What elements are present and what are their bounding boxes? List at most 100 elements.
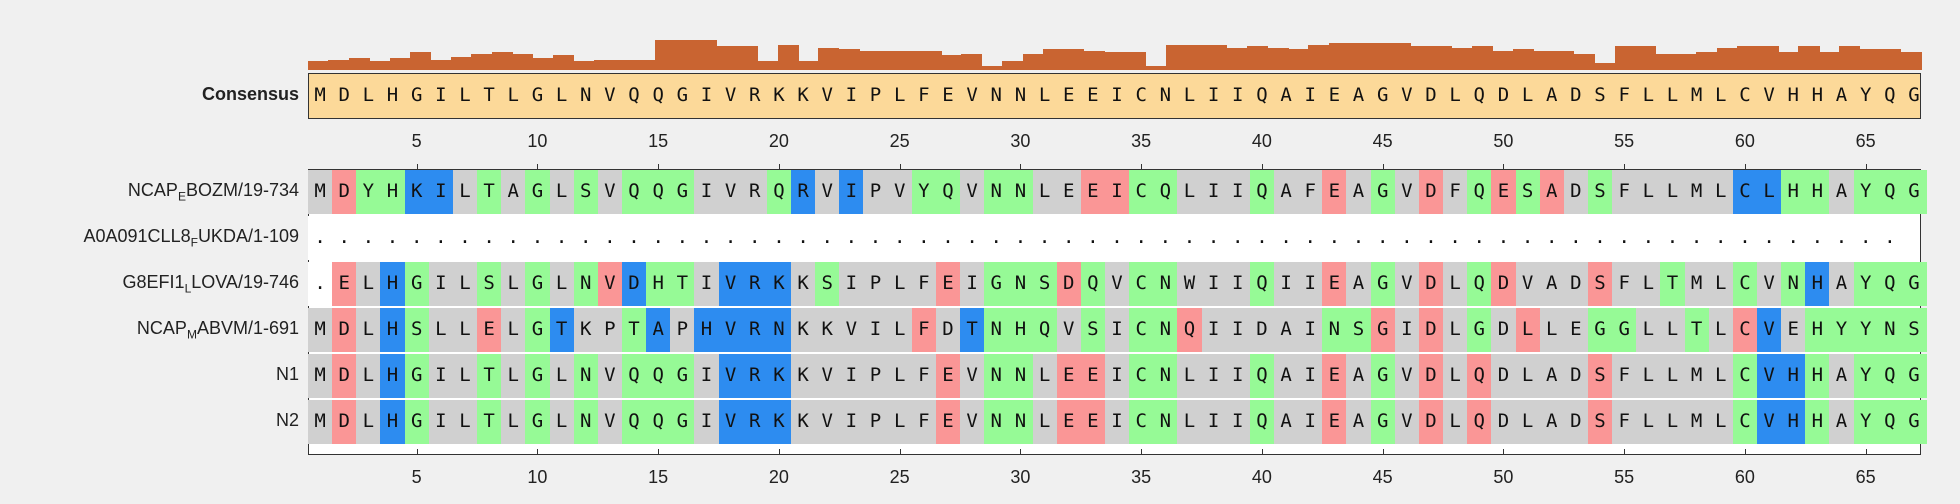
residue-letter: . — [700, 226, 713, 248]
sequence-label[interactable]: NCAPEBOZM/19-734 — [127, 180, 299, 204]
residue-cell — [1515, 354, 1541, 398]
position-tick-mark — [537, 449, 539, 455]
conservation-bar — [1839, 46, 1861, 70]
residue-letter: A — [1352, 410, 1365, 432]
residue-letter: V — [724, 364, 737, 386]
conservation-bar — [1267, 47, 1289, 70]
residue-letter: T — [483, 180, 495, 202]
consensus-residue: K — [773, 84, 785, 106]
residue-cell — [1298, 400, 1323, 444]
residue-cell — [1636, 262, 1661, 306]
residue-letter: V — [821, 364, 833, 386]
residue-letter: E — [1328, 272, 1341, 294]
residue-letter: L — [1545, 318, 1558, 340]
residue-cell — [646, 354, 671, 398]
residue-letter: Y — [362, 180, 375, 202]
residue-letter: I — [1111, 410, 1123, 432]
residue-letter: K — [773, 410, 785, 432]
consensus-residue: D — [1570, 84, 1582, 106]
conservation-bar — [940, 55, 962, 70]
residue-cell — [1853, 262, 1879, 306]
residue-cell — [1587, 400, 1613, 444]
residue-letter: N — [579, 272, 592, 294]
residue-cell — [911, 216, 937, 260]
residue-letter: D — [1425, 318, 1437, 340]
residue-letter: . — [1594, 226, 1606, 248]
residue-letter: . — [1666, 226, 1679, 248]
residue-cell — [549, 354, 575, 398]
residue-letter: . — [1256, 226, 1268, 248]
residue-cell — [1032, 262, 1058, 306]
residue-cell — [1129, 308, 1154, 352]
residue-cell — [1394, 262, 1420, 306]
residue-letter: L — [1449, 318, 1461, 340]
residue-cell — [1443, 400, 1468, 444]
residue-cell — [1660, 354, 1686, 398]
sequence-label[interactable]: N1 — [275, 364, 299, 384]
residue-cell — [887, 216, 913, 260]
position-tick-mark — [778, 164, 780, 170]
position-tick-label: 60 — [1734, 131, 1755, 151]
residue-cell — [356, 216, 381, 260]
residue-cell — [1877, 262, 1903, 306]
residue-letter: A — [652, 318, 664, 340]
residue-letter: D — [338, 364, 350, 386]
residue-letter: Q — [652, 410, 664, 432]
residue-cell — [766, 170, 792, 214]
residue-cell — [1805, 170, 1830, 214]
residue-letter: G — [676, 364, 689, 386]
residue-letter: W — [1183, 272, 1196, 294]
residue-letter: E — [338, 272, 350, 294]
residue-letter: F — [1449, 180, 1461, 202]
residue-cell — [670, 400, 695, 444]
residue-cell — [356, 400, 381, 444]
residue-letter: Q — [1473, 410, 1485, 432]
consensus-residue: L — [1183, 84, 1196, 106]
residue-letter: N — [1787, 272, 1799, 294]
residue-letter: V — [1111, 272, 1123, 294]
sequence-label[interactable]: A0A091CLL8FUKDA/1-109 — [83, 226, 300, 250]
residue-letter: L — [1715, 410, 1727, 432]
residue-cell — [935, 170, 961, 214]
residue-cell — [1539, 354, 1565, 398]
residue-cell — [501, 308, 526, 352]
residue-letter: I — [845, 410, 858, 432]
residue-letter: Q — [1256, 180, 1268, 202]
residue-letter: L — [1715, 180, 1727, 202]
conservation-bar — [1104, 52, 1126, 70]
residue-letter: G — [1376, 272, 1389, 294]
consensus-residue: D — [1497, 84, 1510, 106]
sequence-label[interactable]: G8EFI1LLOVA/19-746 — [122, 272, 299, 296]
residue-cell — [1249, 170, 1275, 214]
residue-cell — [428, 308, 454, 352]
residue-cell — [356, 170, 381, 214]
consensus-residue: A — [1835, 84, 1848, 106]
conservation-bar — [736, 46, 758, 70]
residue-cell — [1443, 354, 1468, 398]
residue-cell — [1080, 170, 1106, 214]
residue-cell — [380, 354, 406, 398]
residue-letter: . — [773, 226, 785, 248]
residue-letter: A — [507, 180, 519, 202]
residue-letter: I — [700, 410, 713, 432]
consensus-box — [308, 73, 1921, 119]
residue-cell — [1587, 262, 1613, 306]
residue-cell — [1805, 216, 1830, 260]
consensus-residue: A — [1352, 84, 1365, 106]
residue-cell — [718, 308, 744, 352]
residue-letter: Q — [1256, 410, 1268, 432]
position-tick-mark — [1865, 164, 1867, 170]
residue-cell — [477, 216, 502, 260]
residue-cell — [1684, 308, 1710, 352]
residue-letter: . — [1014, 226, 1027, 248]
residue-cell — [1636, 170, 1661, 214]
residue-letter: V — [724, 410, 737, 432]
residue-cell — [1612, 400, 1637, 444]
residue-letter: N — [1014, 364, 1027, 386]
residue-letter: C — [1739, 318, 1751, 340]
sequence-label[interactable]: N2 — [275, 410, 299, 430]
residue-cell — [573, 170, 599, 214]
conservation-bar — [818, 47, 840, 70]
residue-letter: . — [1062, 226, 1075, 248]
sequence-label[interactable]: NCAPMABVM/1-691 — [136, 318, 299, 342]
